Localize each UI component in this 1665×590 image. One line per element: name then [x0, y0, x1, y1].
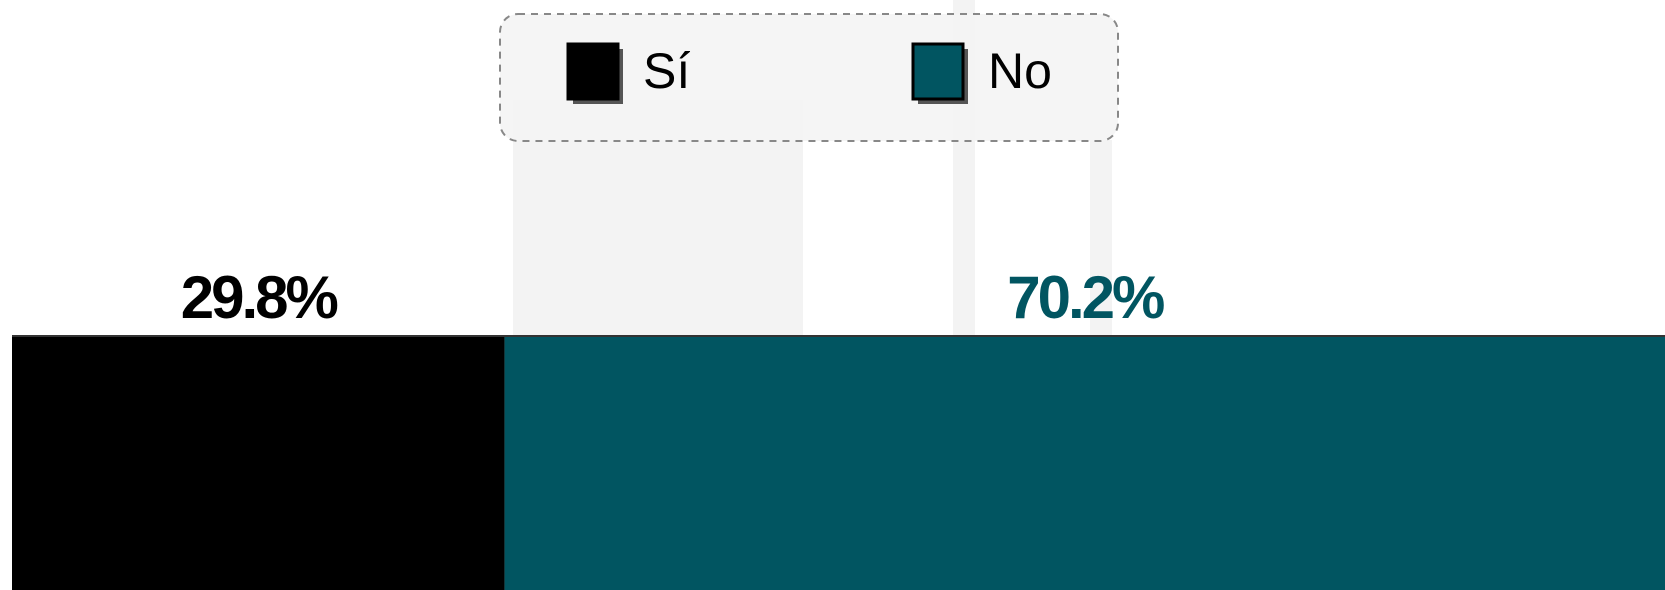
bar-segment — [504, 336, 1665, 590]
value-label: 70.2% — [1007, 264, 1164, 331]
legend-swatch — [911, 42, 965, 101]
value-label: 29.8% — [181, 264, 338, 331]
bars: 29.8% 70.2% — [12, 264, 1665, 590]
legend-label: No — [988, 43, 1052, 99]
legend-swatch — [566, 42, 620, 101]
bar-segment — [12, 336, 505, 590]
legend: Sí No — [566, 42, 1052, 104]
legend-label: Sí — [643, 43, 690, 99]
watermark-shape — [1090, 140, 1112, 336]
